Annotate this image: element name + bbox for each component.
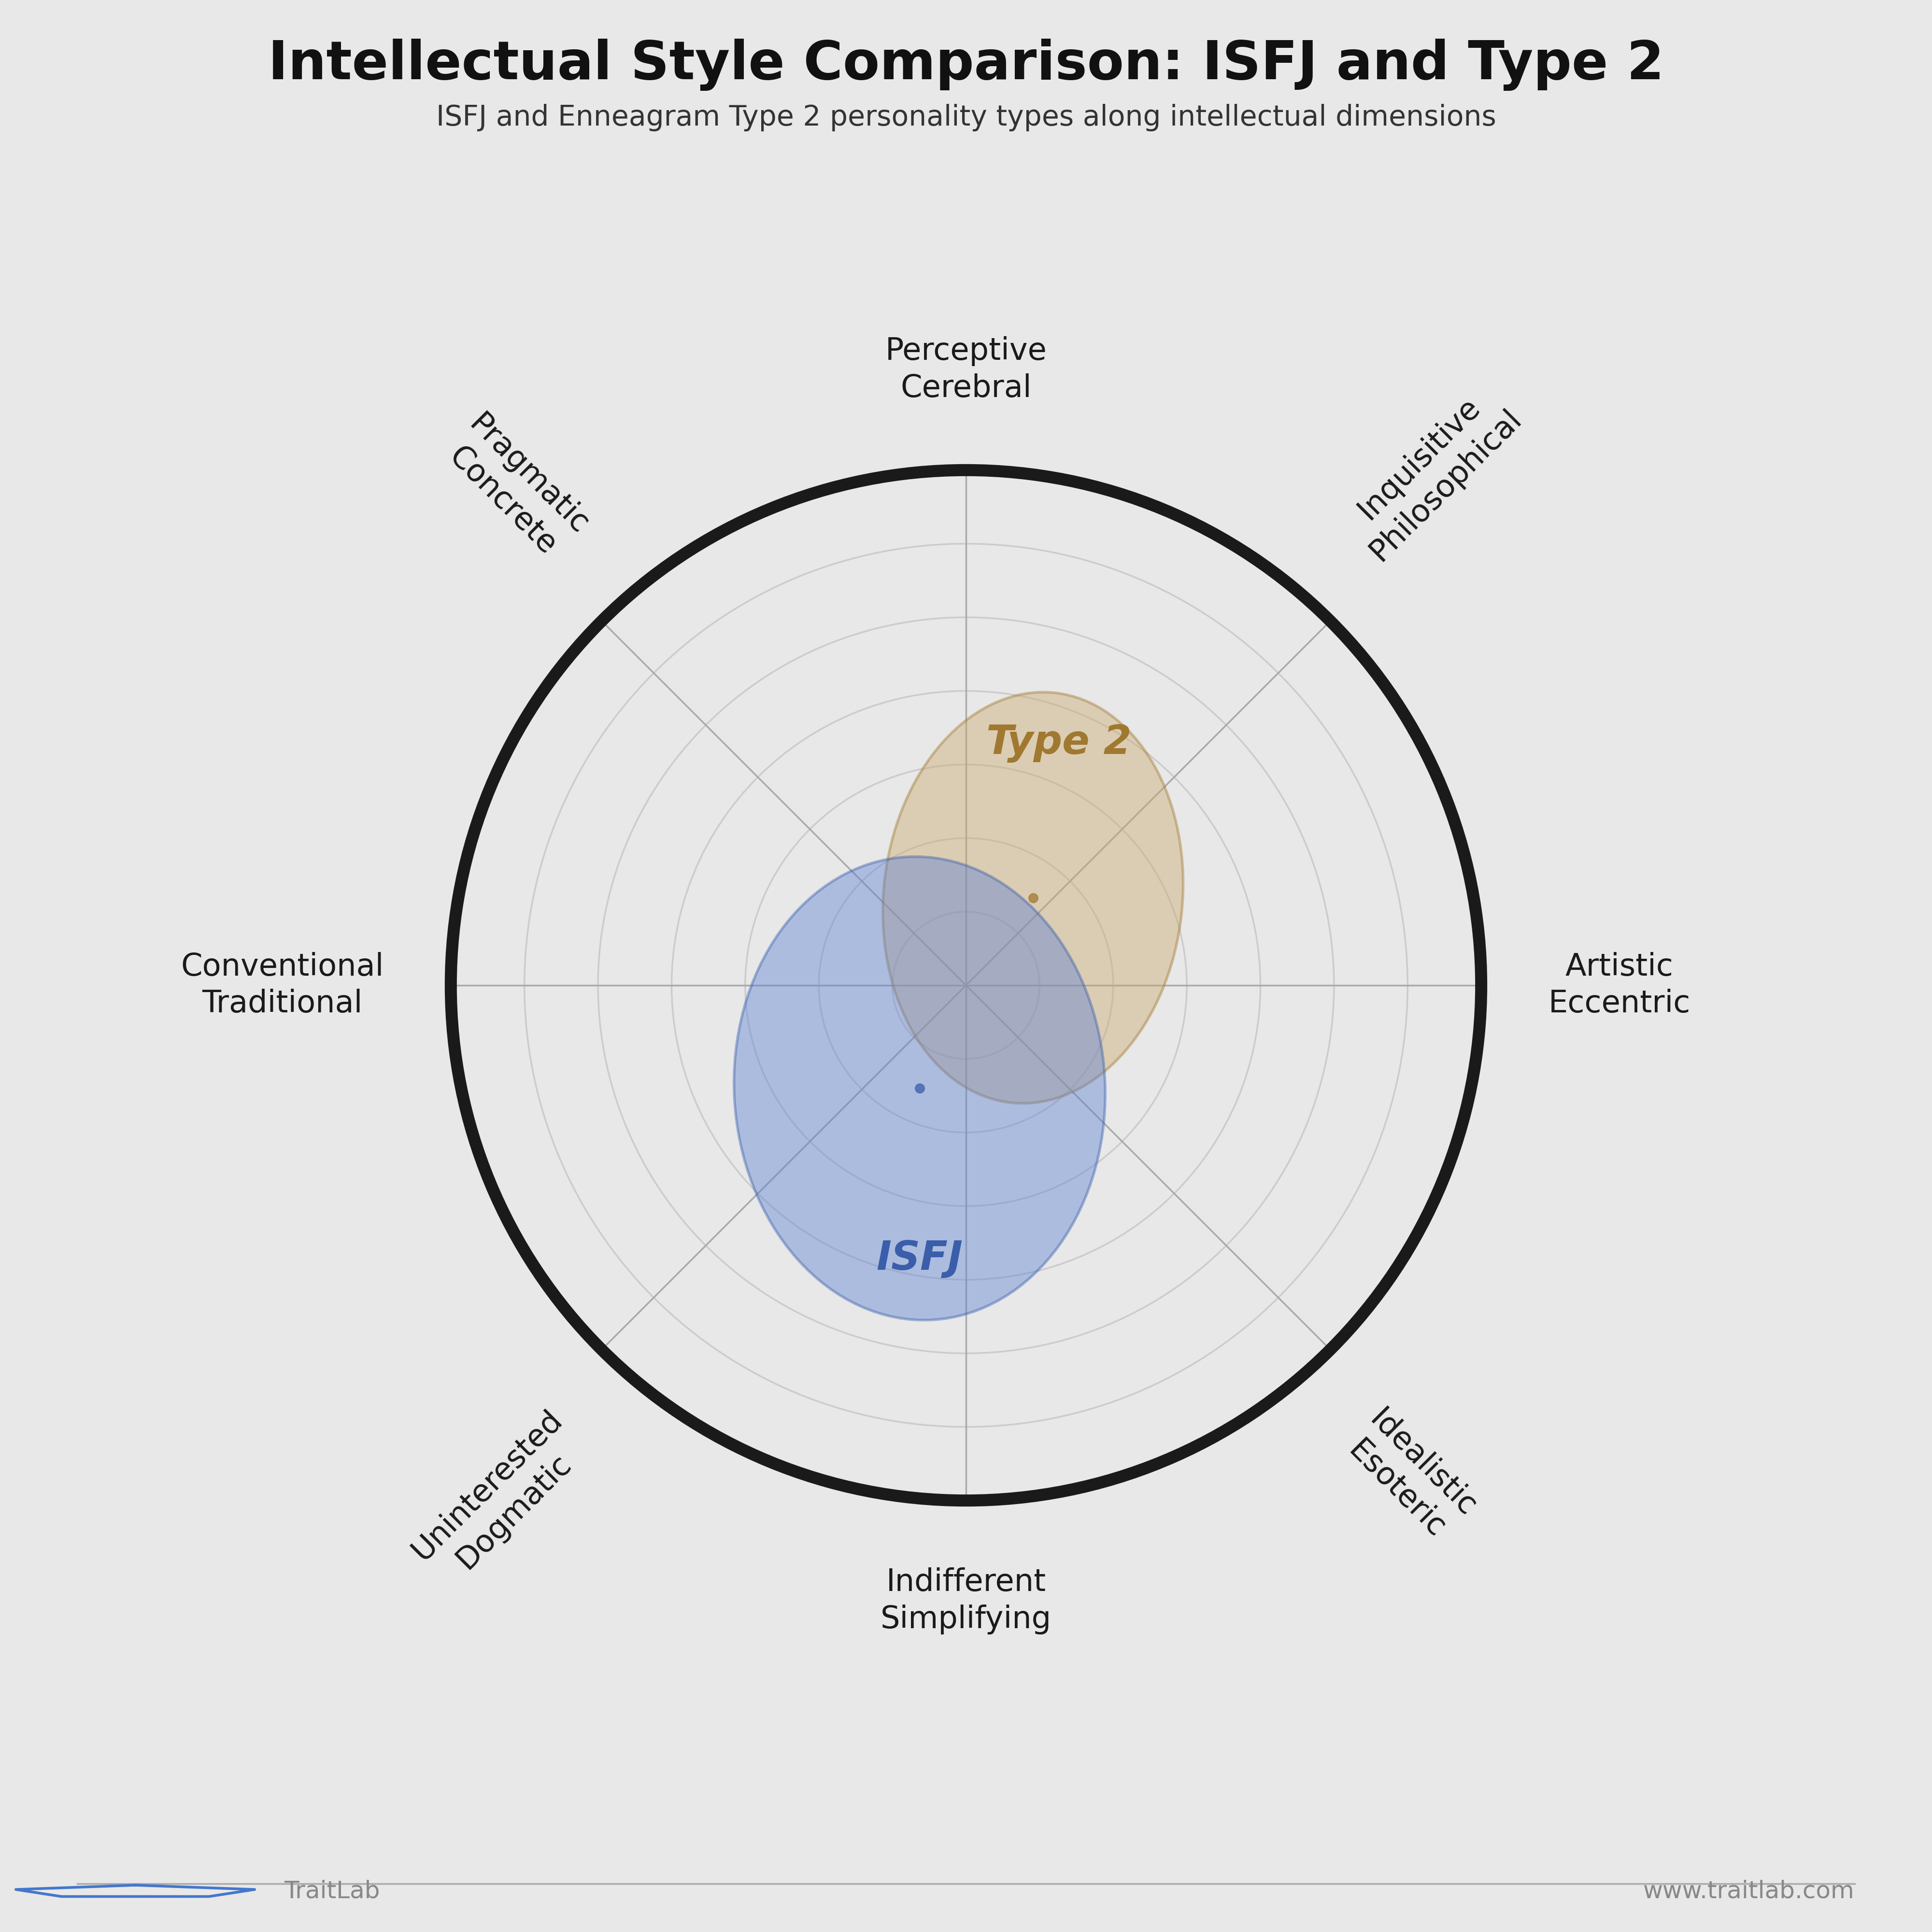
Text: Idealistic
Esoteric: Idealistic Esoteric [1337, 1405, 1482, 1549]
Ellipse shape [883, 692, 1182, 1103]
Text: Intellectual Style Comparison: ISFJ and Type 2: Intellectual Style Comparison: ISFJ and … [269, 39, 1663, 91]
Text: TraitLab: TraitLab [284, 1880, 381, 1903]
Ellipse shape [734, 856, 1105, 1320]
Text: Artistic
Eccentric: Artistic Eccentric [1548, 952, 1690, 1018]
Text: ISFJ: ISFJ [877, 1238, 962, 1277]
Text: ISFJ and Enneagram Type 2 personality types along intellectual dimensions: ISFJ and Enneagram Type 2 personality ty… [437, 104, 1495, 131]
Text: Pragmatic
Concrete: Pragmatic Concrete [437, 410, 595, 566]
Text: Perceptive
Cerebral: Perceptive Cerebral [885, 336, 1047, 404]
Text: Type 2: Type 2 [985, 724, 1132, 763]
Text: Indifferent
Simplifying: Indifferent Simplifying [881, 1567, 1051, 1634]
Text: Conventional
Traditional: Conventional Traditional [182, 952, 384, 1018]
Text: Inquisitive
Philosophical: Inquisitive Philosophical [1337, 377, 1526, 566]
Text: www.traitlab.com: www.traitlab.com [1644, 1880, 1855, 1903]
Text: Uninterested
Dogmatic: Uninterested Dogmatic [406, 1405, 595, 1592]
